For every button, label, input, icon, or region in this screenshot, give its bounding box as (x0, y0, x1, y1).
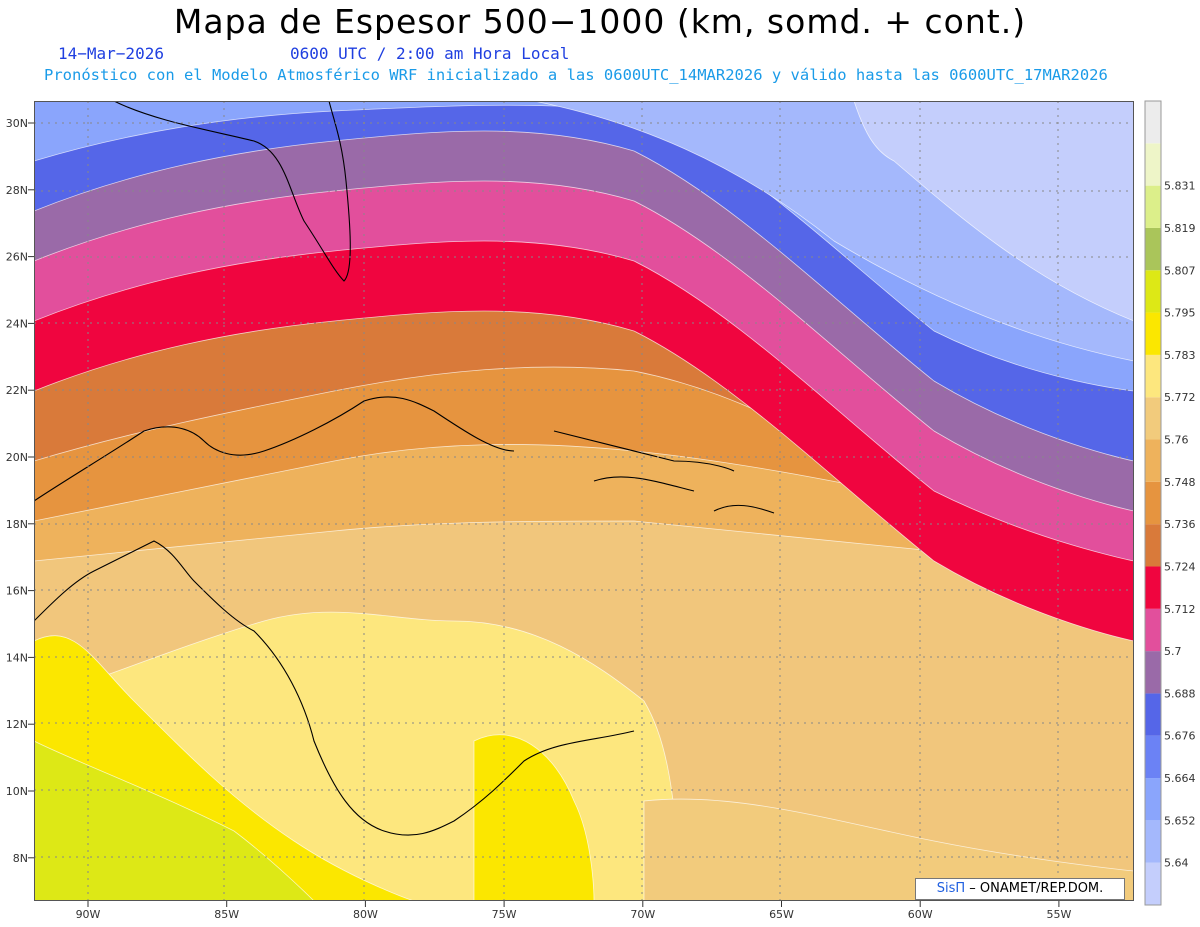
legend-color-box (1145, 227, 1161, 271)
lat-label: 22N (6, 384, 28, 397)
lat-label: 20N (6, 451, 28, 464)
legend-value: 5.783 (1164, 349, 1196, 362)
graticule (34, 101, 1134, 901)
lat-label: 24N (6, 317, 28, 330)
lon-label: 85W (214, 908, 239, 921)
legend-color-box (1145, 143, 1161, 186)
legend-color-box (1145, 101, 1161, 144)
legend-value: 5.807 (1164, 264, 1196, 277)
legend-color-box (1145, 651, 1161, 694)
legend-color-box (1145, 524, 1161, 567)
lon-label: 55W (1046, 908, 1071, 921)
legend-color-box (1145, 862, 1161, 905)
credit-text: – ONAMET/REP.DOM. (969, 881, 1104, 896)
longitude-axis: 90W 85W 80W 75W 70W 65W 60W 55W (76, 901, 1071, 921)
legend-color-box (1145, 354, 1161, 398)
lon-label: 70W (630, 908, 655, 921)
legend-color-boxes (1144, 100, 1162, 906)
legend-color-box (1145, 185, 1161, 228)
lon-label: 80W (353, 908, 378, 921)
lat-label: 30N (6, 117, 28, 130)
map-title: Mapa de Espesor 500−1000 (km, somd. + co… (173, 2, 1027, 41)
legend-value: 5.712 (1164, 603, 1196, 616)
lon-label: 90W (76, 908, 101, 921)
lat-label: 12N (6, 718, 28, 731)
coastlines (34, 101, 775, 836)
legend-color-box (1145, 270, 1161, 313)
legend-color-box (1145, 820, 1161, 863)
legend-value: 5.664 (1164, 772, 1196, 785)
legend-value: 5.64 (1164, 857, 1189, 870)
lon-label: 65W (769, 908, 794, 921)
forecast-time: 0600 UTC / 2:00 am Hora Local (290, 44, 570, 63)
legend-color-box (1145, 566, 1161, 609)
forecast-date: 14−Mar−2026 (58, 44, 164, 63)
legend-value: 5.819 (1164, 222, 1196, 235)
lon-label: 60W (908, 908, 933, 921)
lat-label: 28N (6, 184, 28, 197)
legend-value: 5.7 (1164, 645, 1182, 658)
thickness-map (34, 101, 1134, 901)
legend-color-box (1145, 439, 1161, 482)
legend-frame (1144, 100, 1162, 906)
credit-logo: SisΠ (936, 881, 966, 896)
legend-value: 5.736 (1164, 518, 1196, 531)
legend-value: 5.831 (1164, 180, 1196, 193)
legend-color-box (1145, 397, 1161, 440)
legend-value: 5.748 (1164, 476, 1196, 489)
lat-label: 16N (6, 585, 28, 598)
lat-label: 14N (6, 651, 28, 664)
legend-color-box (1145, 735, 1161, 779)
legend-value: 5.795 (1164, 307, 1196, 320)
lat-label: 26N (6, 251, 28, 264)
lat-label: 10N (6, 785, 28, 798)
legend-color-box (1145, 693, 1161, 736)
legend-color-box (1145, 481, 1161, 525)
legend-colorbar: 5.64 5.652 5.664 5.676 5.688 5.7 5.712 5.724 5.7… (1144, 100, 1196, 906)
lat-label: 18N (6, 518, 28, 531)
legend-value: 5.652 (1164, 814, 1196, 827)
legend-color-box (1145, 312, 1161, 355)
legend-labels: 5.64 5.652 5.664 5.676 5.688 5.7 5.712 5.724 5.7… (1164, 180, 1196, 870)
legend-color-box (1145, 608, 1161, 652)
forecast-description: Pronóstico con el Modelo Atmosférico WRF… (44, 66, 1108, 84)
credit-box: SisΠ – ONAMET/REP.DOM. (915, 878, 1125, 900)
latitude-axis: 30N 28N 26N 24N 22N 20N 18N 16N 14N 12N 10N 8N (6, 117, 34, 865)
legend-value: 5.724 (1164, 560, 1196, 573)
legend-value: 5.772 (1164, 391, 1196, 404)
legend-value: 5.688 (1164, 687, 1196, 700)
lon-label: 75W (492, 908, 517, 921)
legend-value: 5.76 (1164, 434, 1189, 447)
legend-value: 5.676 (1164, 730, 1196, 743)
lat-label: 8N (13, 852, 28, 865)
legend-color-box (1145, 778, 1161, 821)
thickness-bands (34, 101, 1134, 901)
